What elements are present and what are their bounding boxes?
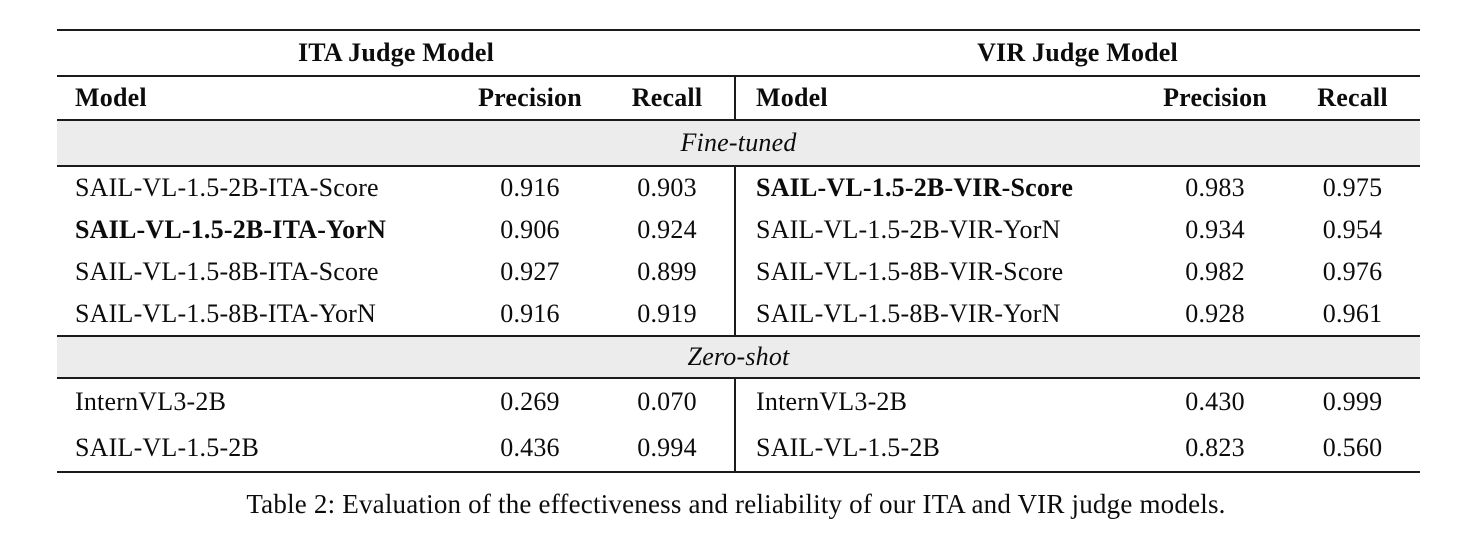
ita-model-cell: SAIL-VL-1.5-2B [57,425,460,473]
group-header-ita: ITA Judge Model [57,29,736,77]
table-row: SAIL-VL-1.5-8B-ITA-Score 0.927 0.899 SAI… [57,251,1420,293]
column-header-vir-model: Model [734,76,1146,121]
vir-recall-cell: 0.999 [1322,387,1383,416]
ita-recall-cell: 0.070 [637,387,697,416]
table-row-column-headers: Model Precision Recall Model Precision R… [57,76,1421,121]
ita-precision-cell: 0.916 [460,293,600,337]
vir-precision-cell: 0.983 [1185,173,1245,202]
section-label-zero-shot: Zero-shot [57,336,1421,379]
vir-precision-cell: 0.982 [1185,257,1245,286]
ita-precision-cell: 0.269 [500,387,560,416]
section-band-fine-tuned: Fine-tuned [57,120,1421,167]
judge-models-table: ITA Judge Model VIR Judge Model Model Pr… [57,29,1421,473]
vir-model-cell: SAIL-VL-1.5-8B-VIR-Score [734,251,1146,293]
table-caption: Table 2: Evaluation of the effectiveness… [246,489,1226,519]
column-header-vir-recall: Recall [1285,76,1421,121]
ita-recall-cell: 0.924 [637,215,697,244]
column-header-ita-recall: Recall [600,76,736,121]
vir-precision-cell: 0.430 [1185,387,1245,416]
ita-model-cell: InternVL3-2B [75,387,227,416]
table-row: SAIL-VL-1.5-2B-ITA-Score 0.916 0.903 SAI… [57,166,1420,209]
vir-recall-cell: 0.976 [1322,257,1383,286]
vir-recall-cell: 0.560 [1285,425,1421,473]
vir-recall-cell: 0.954 [1322,215,1383,244]
column-header-ita-precision: Precision [460,76,600,121]
ita-model-cell: SAIL-VL-1.5-2B-ITA-Score [75,173,379,202]
vir-precision-cell: 0.928 [1145,293,1286,337]
vir-recall-cell: 0.975 [1322,173,1383,202]
table-row-group-headers: ITA Judge Model VIR Judge Model [57,29,1421,77]
table-row: SAIL-VL-1.5-2B-ITA-YorN 0.906 0.924 SAIL… [57,209,1420,251]
ita-precision-cell: 0.916 [500,173,560,202]
group-header-vir: VIR Judge Model [735,29,1421,77]
ita-recall-cell: 0.919 [600,293,736,337]
ita-precision-cell: 0.436 [460,425,600,473]
table-row: SAIL-VL-1.5-2B 0.436 0.994 SAIL-VL-1.5-2… [57,425,1421,473]
section-band-zero-shot: Zero-shot [57,336,1421,379]
ita-precision-cell: 0.906 [500,215,560,244]
ita-model-cell: SAIL-VL-1.5-8B-ITA-Score [75,257,379,286]
vir-model-cell: InternVL3-2B [734,378,1146,425]
vir-precision-cell: 0.934 [1185,215,1245,244]
ita-model-cell: SAIL-VL-1.5-8B-ITA-YorN [57,293,460,337]
column-header-vir-precision: Precision [1145,76,1286,121]
table-row: InternVL3-2B 0.269 0.070 InternVL3-2B 0.… [57,378,1420,425]
ita-recall-cell: 0.903 [637,173,697,202]
vir-model-cell: SAIL-VL-1.5-2B-VIR-Score [734,166,1146,209]
table-row: SAIL-VL-1.5-8B-ITA-YorN 0.916 0.919 SAIL… [57,293,1421,337]
ita-model-cell: SAIL-VL-1.5-2B-ITA-YorN [75,215,387,244]
ita-recall-cell: 0.899 [637,257,697,286]
column-header-ita-model: Model [57,76,460,121]
section-label-fine-tuned: Fine-tuned [57,120,1421,167]
vir-precision-cell: 0.823 [1145,425,1286,473]
vir-model-cell: SAIL-VL-1.5-2B [734,425,1146,473]
vir-recall-cell: 0.961 [1285,293,1421,337]
vir-model-cell: SAIL-VL-1.5-8B-VIR-YorN [734,293,1146,337]
ita-recall-cell: 0.994 [600,425,736,473]
vir-model-cell: SAIL-VL-1.5-2B-VIR-YorN [734,209,1146,251]
ita-precision-cell: 0.927 [500,257,560,286]
